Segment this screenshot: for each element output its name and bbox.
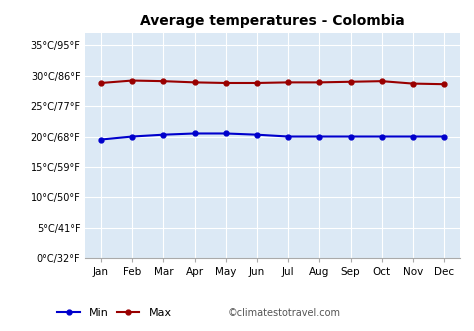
Title: Average temperatures - Colombia: Average temperatures - Colombia bbox=[140, 14, 405, 28]
Legend: Min, Max: Min, Max bbox=[53, 303, 176, 322]
Text: ©climatestotravel.com: ©climatestotravel.com bbox=[228, 308, 340, 318]
